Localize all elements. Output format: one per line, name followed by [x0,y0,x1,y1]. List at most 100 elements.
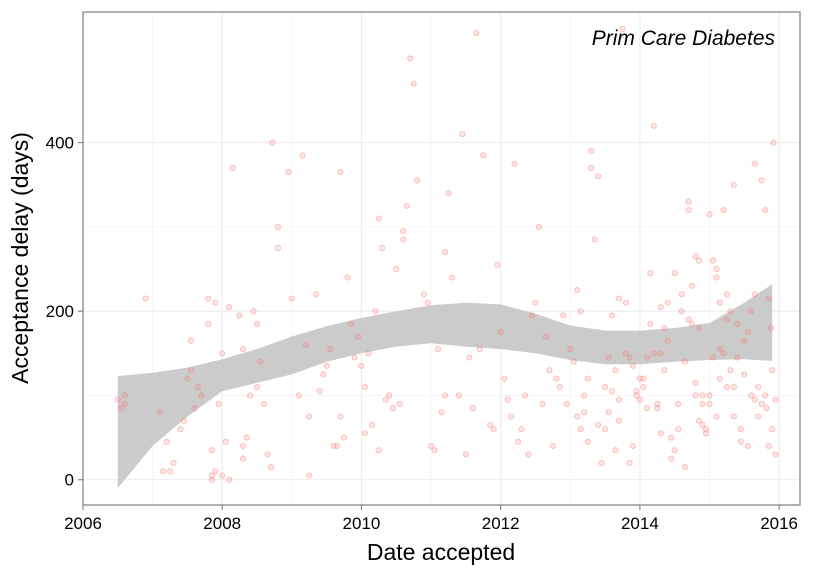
data-point [212,299,219,306]
data-point [219,350,226,357]
data-point [121,400,128,407]
data-point [650,350,657,357]
data-point [685,198,692,205]
data-point [313,291,320,298]
data-point [734,354,741,361]
data-point [741,371,748,378]
data-point [622,299,630,306]
data-point [702,426,710,433]
data-point [699,400,706,407]
data-point [476,346,483,353]
data-point [501,375,508,382]
data-point [567,346,574,353]
data-point [542,333,549,340]
data-point [657,303,664,311]
data-point [431,447,438,454]
data-point [250,308,257,315]
data-point [612,367,619,374]
data-point [535,223,543,230]
data-point [720,350,727,357]
data-point [358,362,365,369]
data-point [713,274,720,281]
data-point [219,472,226,479]
data-point [226,476,233,483]
data-point [320,371,327,378]
data-point [671,447,678,454]
data-point [240,346,247,353]
data-point [337,413,344,420]
data-point [257,358,264,365]
data-point [560,312,567,319]
data-point [184,375,191,382]
data-point [434,346,442,353]
data-point [727,308,734,315]
data-point [643,354,650,361]
data-point [553,375,560,382]
data-point [689,282,696,289]
data-point [316,388,323,395]
data-point [716,375,723,382]
data-point [187,337,194,344]
data-point [577,426,584,433]
data-point [114,396,121,403]
data-point [375,215,382,222]
data-point [226,303,233,311]
data-point [410,80,417,87]
data-point [767,324,774,332]
data-point [525,451,532,458]
data-point [584,375,591,382]
x-tick-label: 2006 [64,514,102,533]
data-point [692,253,699,260]
data-point [615,417,623,424]
data-point [118,405,125,412]
data-point [243,434,250,441]
data-point [462,451,469,458]
data-point [737,438,744,445]
data-point [375,447,382,454]
data-point [713,413,720,420]
data-point [744,442,751,450]
data-point [466,354,473,361]
plot-frame [82,11,801,506]
data-point [716,346,723,353]
data-point [441,392,449,399]
data-point [751,396,758,403]
data-point [229,164,236,171]
x-tick-label: 2012 [482,514,520,533]
data-point [595,421,602,428]
data-point [626,459,633,466]
data-point [748,308,755,315]
data-point [142,295,149,302]
data-point [602,426,609,433]
data-point [730,413,737,420]
data-point [299,152,306,159]
data-point [755,383,762,391]
data-point [396,400,403,407]
grid-lines [82,12,800,505]
data-point [668,455,675,462]
data-point [563,400,570,407]
data-point [448,274,455,281]
data-point [487,421,494,428]
data-point [194,383,201,391]
data-point [581,409,588,416]
data-point [591,236,598,243]
data-point [121,392,128,399]
data-point [605,409,612,416]
data-point [400,236,407,243]
smooth-band-layer [117,284,773,489]
x-tick-label: 2010 [343,514,381,533]
data-point [661,367,668,374]
data-point [671,270,678,277]
data-point [772,396,779,403]
y-tick-label: 400 [46,134,74,153]
data-point [407,55,414,62]
data-point [723,316,730,323]
data-point [727,367,734,374]
data-point [622,350,630,357]
data-point [473,30,480,37]
data-point [720,206,727,214]
data-point [330,442,337,450]
data-point [709,354,717,361]
